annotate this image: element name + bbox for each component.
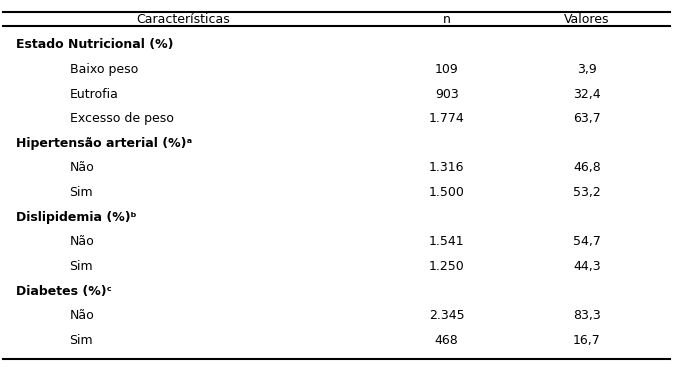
Text: n: n xyxy=(443,12,450,26)
Text: 54,7: 54,7 xyxy=(573,235,601,248)
Text: 32,4: 32,4 xyxy=(573,87,600,101)
Text: 53,2: 53,2 xyxy=(573,186,601,199)
Text: Estado Nutricional (%): Estado Nutricional (%) xyxy=(16,38,174,51)
Text: 468: 468 xyxy=(435,334,458,347)
Text: Eutrofia: Eutrofia xyxy=(69,87,118,101)
Text: Não: Não xyxy=(69,235,94,248)
Text: Excesso de peso: Excesso de peso xyxy=(69,112,174,125)
Text: 16,7: 16,7 xyxy=(573,334,601,347)
Text: 2.345: 2.345 xyxy=(429,309,464,322)
Text: 46,8: 46,8 xyxy=(573,161,601,174)
Text: Características: Características xyxy=(136,12,230,26)
Text: 903: 903 xyxy=(435,87,458,101)
Text: Diabetes (%)ᶜ: Diabetes (%)ᶜ xyxy=(16,284,112,298)
Text: Não: Não xyxy=(69,161,94,174)
Text: Hipertensão arterial (%)ᵃ: Hipertensão arterial (%)ᵃ xyxy=(16,137,192,150)
Text: Baixo peso: Baixo peso xyxy=(69,63,138,76)
Text: Sim: Sim xyxy=(69,186,93,199)
Text: Valores: Valores xyxy=(564,12,610,26)
Text: 63,7: 63,7 xyxy=(573,112,601,125)
Text: 44,3: 44,3 xyxy=(573,260,600,273)
Text: Não: Não xyxy=(69,309,94,322)
Text: Dislipidemia (%)ᵇ: Dislipidemia (%)ᵇ xyxy=(16,211,137,224)
Text: 3,9: 3,9 xyxy=(577,63,597,76)
Text: 109: 109 xyxy=(435,63,458,76)
Text: 83,3: 83,3 xyxy=(573,309,601,322)
Text: 1.500: 1.500 xyxy=(429,186,464,199)
Text: 1.250: 1.250 xyxy=(429,260,464,273)
Text: 1.774: 1.774 xyxy=(429,112,464,125)
Text: Sim: Sim xyxy=(69,260,93,273)
Text: Sim: Sim xyxy=(69,334,93,347)
Text: 1.541: 1.541 xyxy=(429,235,464,248)
Text: 1.316: 1.316 xyxy=(429,161,464,174)
